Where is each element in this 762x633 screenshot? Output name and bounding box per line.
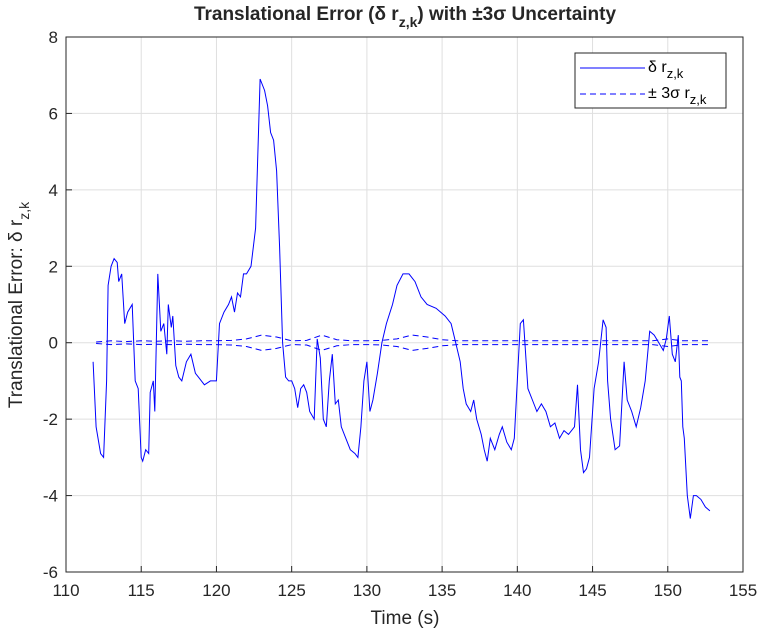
x-tick-label: 110 — [52, 581, 79, 600]
chart-title: Translational Error (δ rz,k) with ±3σ Un… — [194, 4, 617, 30]
y-label-subscript: z,k — [16, 201, 32, 220]
y-tick-label: -6 — [43, 563, 58, 582]
error-line — [92, 78, 711, 519]
y-tick-label: -4 — [43, 487, 58, 506]
x-axis-label: Time (s) — [371, 608, 440, 629]
legend-label: δ rz,k — [648, 59, 684, 81]
x-tick-label: 115 — [128, 581, 155, 600]
legend-text: ± 3σ r — [648, 85, 690, 102]
x-tick-label: 145 — [578, 581, 606, 600]
y-tick-label: 6 — [49, 104, 58, 123]
axes-box — [65, 36, 744, 573]
y-axis-label: Translational Error: δ rz,k — [6, 201, 32, 408]
x-tick-label: 150 — [654, 581, 682, 600]
x-tick-label: 155 — [729, 581, 757, 600]
title-text: Translational Error (δ r — [194, 4, 399, 25]
y-tick-label: 8 — [49, 28, 58, 47]
legend-subscript: z,k — [667, 66, 684, 81]
x-tick-label: 125 — [277, 581, 305, 600]
y-tick-label: 4 — [49, 181, 58, 200]
legend-box — [574, 52, 727, 109]
plot-area — [66, 37, 743, 572]
y-tick-label: -2 — [43, 410, 58, 429]
title-text: ) with ±3σ Uncertainty — [417, 4, 616, 25]
legend-label: ± 3σ rz,k — [648, 85, 707, 107]
legend-subscript: z,k — [690, 92, 707, 107]
legend-text: δ r — [648, 59, 667, 76]
y-label-text: Translational Error: δ r — [6, 219, 27, 408]
x-tick-label: 120 — [202, 581, 230, 600]
x-tick-label: 135 — [428, 581, 456, 600]
x-tick-label: 140 — [503, 581, 531, 600]
title-subscript: z,k — [399, 14, 418, 30]
x-tick-label: 130 — [353, 581, 381, 600]
sigma-lower-line — [96, 343, 710, 351]
sigma-upper-line — [96, 334, 710, 343]
y-tick-label: 2 — [49, 257, 58, 276]
y-tick-label: 0 — [49, 334, 58, 353]
